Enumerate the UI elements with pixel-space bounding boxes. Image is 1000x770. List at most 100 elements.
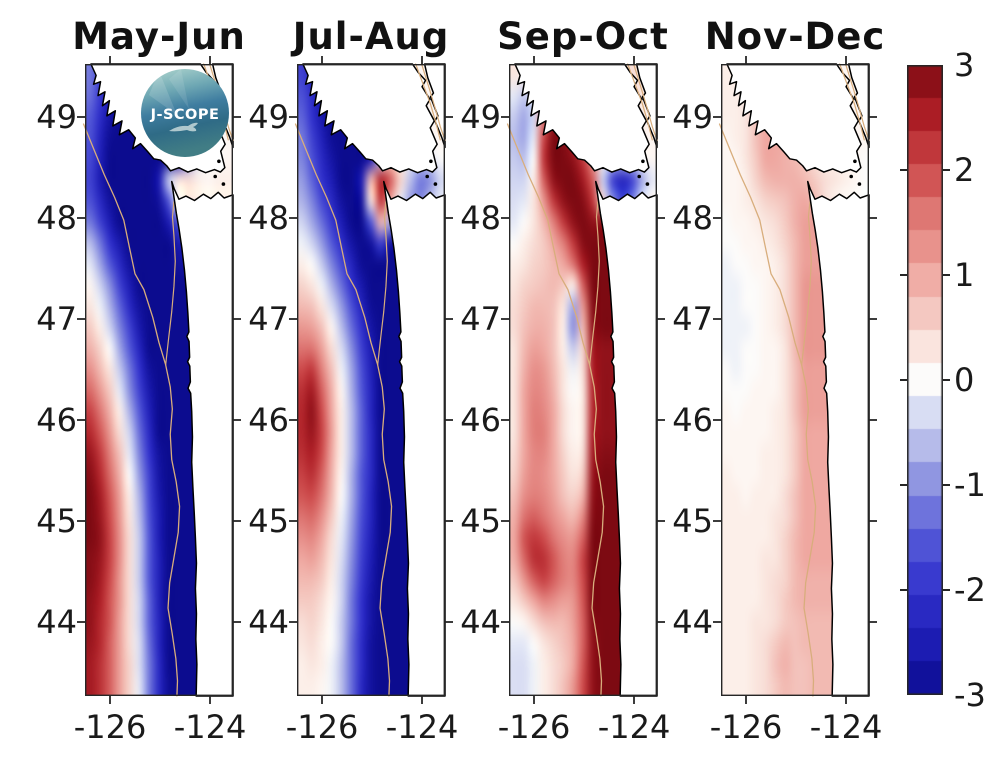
canyon-isobath-spur bbox=[378, 202, 388, 365]
lat-tick-label: 44 bbox=[248, 603, 289, 641]
lat-tick-label: 46 bbox=[36, 401, 77, 439]
light-ray bbox=[149, 71, 177, 115]
colorbar-tick-label: 1 bbox=[954, 256, 975, 294]
lon-tick-label: -124 bbox=[385, 708, 459, 746]
shelf-isobath-contour bbox=[84, 124, 180, 696]
vancouver-island-land bbox=[727, 64, 861, 173]
washington-oregon-land bbox=[596, 182, 657, 696]
colorbar-tick-mark bbox=[900, 379, 907, 381]
lat-tick-label: 49 bbox=[672, 98, 713, 136]
lon-tick-label: -124 bbox=[597, 708, 671, 746]
panel-frame bbox=[720, 63, 870, 696]
washington-oregon-land bbox=[172, 182, 233, 696]
island-dot bbox=[433, 182, 438, 186]
island-dot bbox=[429, 159, 433, 164]
island-dot bbox=[853, 159, 857, 164]
colorbar-tick-mark bbox=[943, 169, 950, 171]
canyon-isobath-spur bbox=[166, 202, 176, 365]
lat-tick-label: 46 bbox=[460, 401, 501, 439]
lat-tick-label: 45 bbox=[248, 502, 289, 540]
lat-tick-label: 49 bbox=[460, 98, 501, 136]
lat-tick-label: 48 bbox=[460, 199, 501, 237]
georgia-strait-isobath bbox=[422, 64, 445, 140]
colorbar-gradient bbox=[907, 65, 943, 695]
logo-circle bbox=[141, 69, 229, 157]
colorbar-tick-label: 2 bbox=[954, 151, 975, 189]
shelf-isobath-contour bbox=[720, 124, 816, 696]
lat-tick-label: 49 bbox=[36, 98, 77, 136]
colorbar-tick-label: 3 bbox=[954, 46, 975, 84]
lon-tick-label: -124 bbox=[809, 708, 883, 746]
fish-icon bbox=[169, 122, 198, 132]
colorbar-tick-label: -1 bbox=[954, 466, 986, 504]
colorbar-tick-label: -3 bbox=[954, 676, 986, 714]
colorbar bbox=[907, 65, 943, 695]
lat-tick-label: 44 bbox=[672, 603, 713, 641]
colorbar-tick-mark bbox=[900, 589, 907, 591]
washington-oregon-land bbox=[384, 182, 445, 696]
lon-tick-label: -126 bbox=[709, 708, 783, 746]
colorbar-tick-mark bbox=[900, 484, 907, 486]
island-dot bbox=[637, 174, 641, 179]
colorbar-tick-label: -2 bbox=[954, 571, 986, 609]
lon-tick-label: -126 bbox=[497, 708, 571, 746]
lat-tick-label: 44 bbox=[36, 603, 77, 641]
coastline-overlay bbox=[85, 64, 233, 696]
jscope-logo: J-SCOPE bbox=[141, 69, 229, 157]
island-dot bbox=[221, 182, 226, 186]
lat-tick-label: 46 bbox=[672, 401, 713, 439]
coastline-overlay bbox=[297, 64, 445, 696]
map-panel-jul-aug: Jul-Aug bbox=[297, 64, 445, 696]
canyon-isobath-spur bbox=[590, 202, 600, 365]
lat-tick-label: 47 bbox=[672, 300, 713, 338]
lat-tick-label: 45 bbox=[460, 502, 501, 540]
panel-frame bbox=[84, 63, 234, 696]
island-dot bbox=[857, 182, 862, 186]
colorbar-tick-mark bbox=[943, 589, 950, 591]
georgia-strait-isobath bbox=[634, 64, 657, 140]
lat-tick-label: 45 bbox=[672, 502, 713, 540]
lat-tick-label: 48 bbox=[248, 199, 289, 237]
shelf-isobath-contour bbox=[508, 124, 604, 696]
island-dot bbox=[425, 174, 429, 179]
light-ray bbox=[169, 69, 189, 109]
panel-title-jul-aug: Jul-Aug bbox=[292, 15, 450, 58]
coastline-overlay bbox=[509, 64, 657, 696]
georgia-strait-isobath bbox=[416, 64, 441, 140]
lat-tick-label: 47 bbox=[248, 300, 289, 338]
colorbar-tick-mark bbox=[900, 274, 907, 276]
vancouver-island-land bbox=[303, 64, 437, 173]
colorbar-tick-mark bbox=[900, 169, 907, 171]
jscope-logo-image: J-SCOPE bbox=[141, 69, 229, 157]
island-dot bbox=[641, 159, 645, 164]
map-panel-sep-oct: Sep-Oct bbox=[509, 64, 657, 696]
lon-tick-label: -126 bbox=[73, 708, 147, 746]
logo-text: J-SCOPE bbox=[150, 107, 220, 123]
map-panel-nov-dec: Nov-Dec bbox=[721, 64, 869, 696]
lat-tick-label: 46 bbox=[248, 401, 289, 439]
shelf-isobath-contour bbox=[296, 124, 392, 696]
lat-tick-label: 44 bbox=[460, 603, 501, 641]
panel-title-may-jun: May-Jun bbox=[72, 15, 246, 58]
lat-tick-label: 47 bbox=[36, 300, 77, 338]
washington-oregon-land bbox=[808, 182, 869, 696]
lat-tick-label: 45 bbox=[36, 502, 77, 540]
island-dot bbox=[849, 174, 853, 179]
island-dot bbox=[645, 182, 650, 186]
panel-frame bbox=[296, 63, 446, 696]
colorbar-tick-label: 0 bbox=[954, 361, 975, 399]
panel-title-nov-dec: Nov-Dec bbox=[704, 15, 886, 58]
georgia-strait-isobath bbox=[840, 64, 865, 140]
lon-tick-label: -126 bbox=[285, 708, 359, 746]
island-dot bbox=[217, 159, 221, 164]
panel-frame bbox=[508, 63, 658, 696]
map-panel-may-jun: May-Jun J-SCOPE bbox=[85, 64, 233, 696]
lat-tick-label: 47 bbox=[460, 300, 501, 338]
colorbar-tick-mark bbox=[943, 379, 950, 381]
panel-title-sep-oct: Sep-Oct bbox=[497, 15, 669, 58]
vancouver-island-land bbox=[515, 64, 649, 173]
lon-tick-label: -124 bbox=[173, 708, 247, 746]
lat-tick-label: 48 bbox=[36, 199, 77, 237]
canyon-isobath-spur bbox=[802, 202, 812, 365]
